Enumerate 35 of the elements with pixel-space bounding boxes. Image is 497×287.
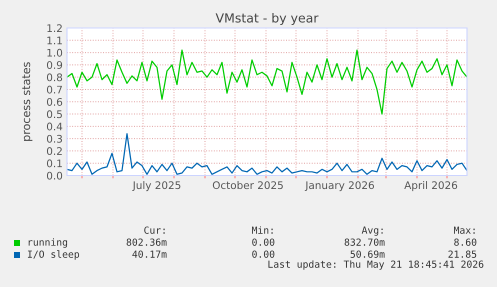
- y-tick-label: 0.9: [46, 61, 62, 69]
- y-tick-label: 0.5: [46, 110, 62, 118]
- x-tick-label: April 2026: [404, 181, 458, 192]
- text: 8.60: [454, 238, 476, 246]
- y-tick-label: 0.7: [46, 86, 62, 94]
- text: Cur:: [144, 226, 165, 234]
- x-tick-label: January 2026: [304, 181, 374, 192]
- y-tick-label: 0.8: [46, 73, 62, 82]
- x-tick-label: July 2025: [132, 181, 180, 192]
- text: 40.17m: [132, 250, 167, 258]
- text: Max:: [454, 226, 475, 234]
- text: 0.00: [252, 238, 274, 246]
- y-tick-label: 1.1: [47, 36, 62, 44]
- line-series: [67, 50, 467, 115]
- text: 50.69m: [350, 250, 385, 258]
- y-tick-label: 1.2: [47, 24, 62, 32]
- legend-label: running: [28, 238, 68, 248]
- chart-title: VMstat - by year: [216, 12, 318, 26]
- y-axis-title: process states: [22, 62, 32, 141]
- y-tick-label: 0.0: [46, 172, 62, 180]
- text: Min:: [252, 226, 273, 234]
- text: 832.70m: [344, 238, 385, 246]
- text: Last update: Thu May 21 18:45:41 2026: [268, 260, 484, 270]
- x-tick-label: October 2025: [212, 181, 283, 190]
- y-tick-label: 0.4: [46, 122, 62, 130]
- text: 802.36m: [126, 238, 167, 246]
- y-tick-label: 1.0: [47, 48, 62, 57]
- legend-label: I/O sleep: [28, 250, 80, 260]
- y-tick-label: 0.3: [46, 134, 62, 143]
- text: 21.85: [448, 250, 476, 258]
- y-tick-label: 0.1: [46, 159, 62, 168]
- text: Avg:: [362, 226, 383, 236]
- text: 0.00: [252, 250, 274, 258]
- y-tick-label: 0.2: [46, 147, 62, 156]
- y-tick-label: 0.6: [46, 98, 62, 106]
